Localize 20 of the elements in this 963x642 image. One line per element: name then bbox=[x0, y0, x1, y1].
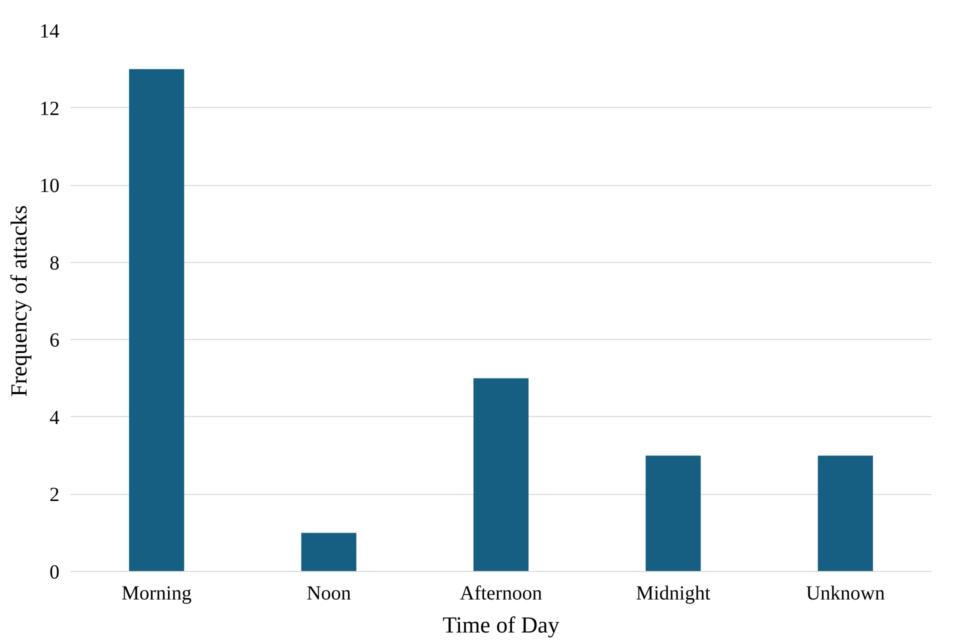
x-tick-label: Morning bbox=[122, 582, 192, 604]
y-tick-label: 4 bbox=[50, 406, 60, 429]
bar bbox=[818, 456, 873, 572]
x-tick-label: Afternoon bbox=[460, 582, 542, 604]
y-tick-label: 12 bbox=[40, 98, 60, 120]
x-tick-label: Noon bbox=[306, 582, 352, 604]
y-tick-label: 2 bbox=[50, 484, 60, 506]
y-tick-label: 10 bbox=[40, 175, 60, 198]
x-tick-label: Midnight bbox=[636, 582, 711, 604]
x-tick-label: Unknown bbox=[806, 582, 885, 604]
bar bbox=[129, 69, 184, 572]
y-axis-title: Frequency of attacks bbox=[6, 205, 32, 397]
x-axis-title: Time of Day bbox=[442, 612, 560, 638]
y-tick-label: 14 bbox=[40, 20, 60, 42]
y-tick-label: 6 bbox=[50, 330, 60, 352]
bar bbox=[473, 378, 529, 572]
bar bbox=[646, 456, 701, 572]
y-tick-label: 8 bbox=[50, 252, 60, 274]
y-tick-label: 0 bbox=[50, 562, 60, 584]
bar bbox=[301, 532, 356, 572]
